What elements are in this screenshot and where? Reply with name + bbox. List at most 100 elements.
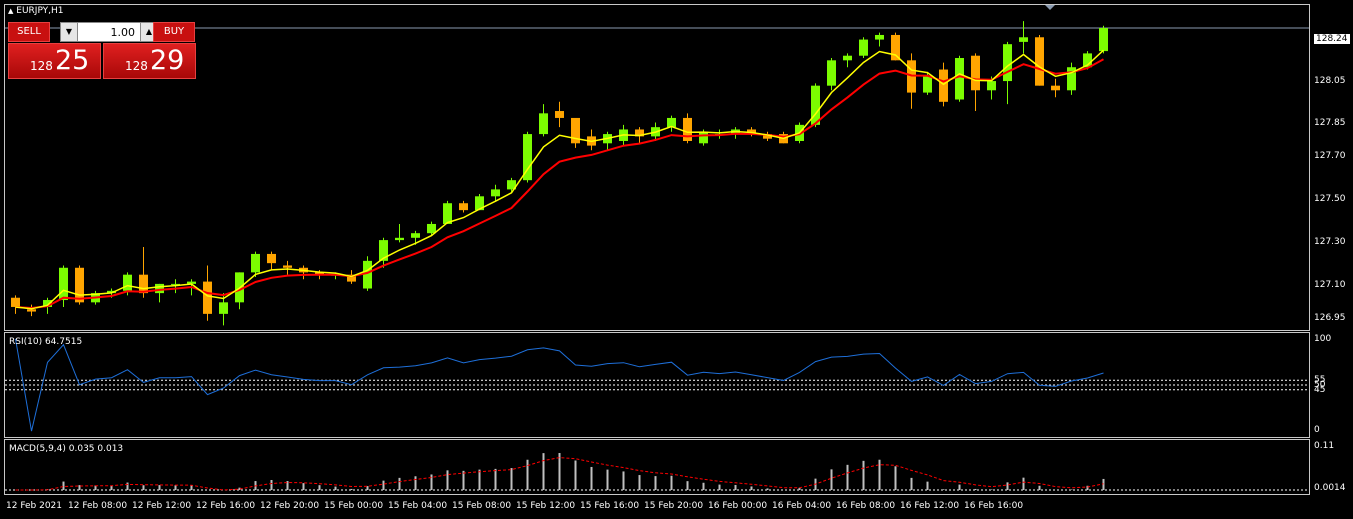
current-price-label: 128.24 xyxy=(1314,34,1350,44)
buy-price-button[interactable]: 128 29 xyxy=(103,43,196,79)
time-axis-label: 15 Feb 20:00 xyxy=(644,501,704,511)
bull-candle xyxy=(395,237,404,241)
bull-candle xyxy=(1083,53,1092,68)
macd-indicator-pane[interactable]: MACD(5,9,4) 0.035 0.013 xyxy=(4,439,1310,495)
time-axis-label: 15 Feb 16:00 xyxy=(580,501,640,511)
bull-candle xyxy=(171,283,180,285)
time-axis-label: 12 Feb 2021 xyxy=(6,501,63,511)
price-axis-label: 128.05 xyxy=(1314,76,1346,86)
volume-control: ▼ ▲ xyxy=(60,22,158,42)
bull-candle xyxy=(699,131,708,144)
macd-signal-line xyxy=(15,457,1104,491)
bull-candle xyxy=(363,260,372,289)
triangle-down-icon: ▼ xyxy=(65,27,73,36)
buy-price-prefix: 128 xyxy=(125,59,148,73)
bull-candle xyxy=(107,290,116,294)
bull-candle xyxy=(1099,28,1108,52)
bull-candle xyxy=(443,203,452,224)
bear-candle xyxy=(939,69,948,102)
bull-candle xyxy=(427,223,436,234)
bull-candle xyxy=(507,180,516,190)
rsi-level-label: 55 xyxy=(1314,375,1326,385)
price-axis-label: 127.50 xyxy=(1314,194,1346,204)
time-axis-label: 16 Feb 16:00 xyxy=(964,501,1024,511)
sell-price-pips: 25 xyxy=(55,45,90,76)
price-chart-svg[interactable] xyxy=(5,5,1309,330)
bear-candle xyxy=(971,55,980,91)
symbol-label: ▲ EURJPY,H1 xyxy=(8,6,64,16)
time-axis-label: 16 Feb 00:00 xyxy=(708,501,768,511)
bull-candle xyxy=(43,300,52,307)
bear-candle xyxy=(635,129,644,137)
time-axis-label: 15 Feb 08:00 xyxy=(452,501,512,511)
time-axis-label: 15 Feb 00:00 xyxy=(324,501,384,511)
time-axis-label: 16 Feb 04:00 xyxy=(772,501,832,511)
bull-candle xyxy=(1067,67,1076,91)
volume-increase-button[interactable]: ▲ xyxy=(140,23,157,41)
time-axis-label: 12 Feb 20:00 xyxy=(260,501,320,511)
macd-chart-svg[interactable] xyxy=(5,440,1309,494)
bull-candle xyxy=(155,283,164,294)
rsi-level-label: 0 xyxy=(1314,425,1320,435)
bear-candle xyxy=(315,272,324,275)
bull-candle xyxy=(59,267,68,301)
bull-candle xyxy=(987,81,996,91)
bull-candle xyxy=(811,85,820,125)
bull-candle xyxy=(251,253,260,273)
bull-candle xyxy=(955,58,964,100)
one-click-trading-panel: SELL ▼ ▲ BUY 128 25 128 29 xyxy=(8,22,196,79)
bull-candle xyxy=(475,196,484,211)
bull-candle xyxy=(859,39,868,56)
bear-candle xyxy=(683,117,692,141)
bull-candle xyxy=(523,134,532,181)
bull-candle xyxy=(539,113,548,135)
bear-candle xyxy=(267,253,276,264)
bull-candle xyxy=(219,302,228,314)
fast-moving-average-line xyxy=(15,49,1105,310)
bear-candle xyxy=(139,274,148,294)
price-chart-pane[interactable]: ▲ EURJPY,H1 xyxy=(4,4,1310,331)
rsi-level-label: 100 xyxy=(1314,334,1332,344)
time-axis-label: 12 Feb 12:00 xyxy=(132,501,192,511)
bear-candle xyxy=(75,267,84,303)
price-axis-label: 127.10 xyxy=(1314,280,1346,290)
bear-candle xyxy=(1051,85,1060,91)
sell-price-button[interactable]: 128 25 xyxy=(8,43,101,79)
buy-button[interactable]: BUY xyxy=(153,22,195,42)
bull-candle xyxy=(667,117,676,128)
volume-decrease-button[interactable]: ▼ xyxy=(61,23,78,41)
triangle-up-icon: ▲ xyxy=(145,27,153,36)
sell-button[interactable]: SELL xyxy=(8,22,50,42)
macd-axis-bottom: 0.0014 xyxy=(1314,483,1346,493)
symbol-text: EURJPY,H1 xyxy=(16,6,64,16)
rsi-level-label: 50 xyxy=(1314,380,1326,390)
shift-marker-icon xyxy=(1045,5,1055,10)
time-axis-label: 15 Feb 12:00 xyxy=(516,501,576,511)
buy-button-label: BUY xyxy=(163,26,185,37)
rsi-indicator-pane[interactable]: RSI(10) 64.7515 xyxy=(4,332,1310,438)
bull-candle xyxy=(875,34,884,40)
time-axis-label: 16 Feb 12:00 xyxy=(900,501,960,511)
bear-candle xyxy=(891,34,900,61)
bull-candle xyxy=(1003,44,1012,82)
bear-candle xyxy=(283,265,292,268)
price-axis-label: 127.85 xyxy=(1314,118,1346,128)
rsi-level-label: 45 xyxy=(1314,385,1326,395)
buy-price-pips: 29 xyxy=(150,45,185,76)
sell-button-label: SELL xyxy=(17,26,41,37)
bear-candle xyxy=(11,297,20,307)
rsi-line xyxy=(15,338,1104,432)
bear-candle xyxy=(1035,37,1044,86)
time-axis-label: 15 Feb 04:00 xyxy=(388,501,448,511)
time-axis-label: 12 Feb 16:00 xyxy=(196,501,256,511)
volume-input[interactable] xyxy=(78,23,139,41)
bear-candle xyxy=(571,117,580,144)
bear-candle xyxy=(555,111,564,118)
time-axis-label: 12 Feb 08:00 xyxy=(68,501,128,511)
bull-candle xyxy=(843,55,852,61)
rsi-chart-svg[interactable] xyxy=(5,333,1309,437)
rsi-title: RSI(10) 64.7515 xyxy=(9,337,83,347)
macd-axis-top: 0.11 xyxy=(1314,441,1335,451)
bear-candle xyxy=(27,309,36,312)
